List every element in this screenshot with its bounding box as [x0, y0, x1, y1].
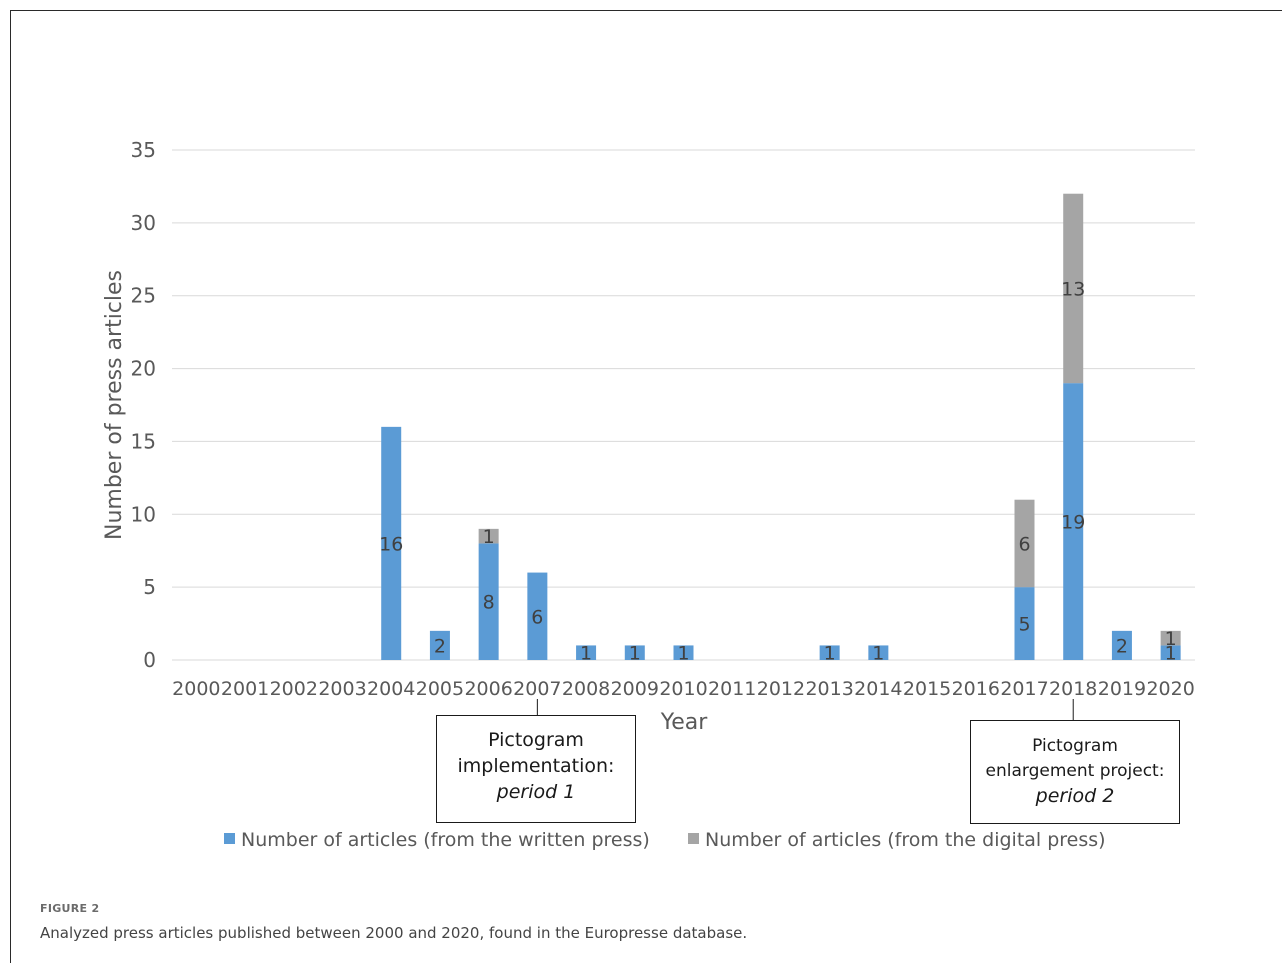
legend-swatch-written: [224, 833, 235, 844]
x-axis-title: Year: [660, 710, 709, 735]
bar-written-2013: [819, 645, 840, 660]
y-tick-label-20: 20: [131, 357, 156, 381]
y-tick-label-25: 25: [131, 284, 156, 308]
legend-item-digital: Number of articles (from the digital pre…: [688, 829, 1106, 851]
y-tick-label-0: 0: [143, 648, 156, 672]
bar-written-2020: [1160, 645, 1181, 660]
legend: Number of articles (from the written pre…: [0, 829, 1282, 859]
data-label-digital-2018: 13: [1061, 278, 1085, 300]
data-label-digital-2020: 1: [1165, 628, 1177, 650]
bar-written-2004: [381, 426, 402, 660]
x-tick-label-2006: 2006: [464, 678, 512, 700]
annotation-period-1-line3: period 1: [496, 781, 576, 803]
annotation-period-2: Pictogram enlargement project: period 2: [970, 720, 1180, 824]
annotation-connectors: [536, 699, 1074, 720]
annotation-period-1-line1: Pictogram: [488, 729, 584, 751]
x-tick-label-2014: 2014: [854, 678, 902, 700]
x-tick-label-2013: 2013: [805, 678, 853, 700]
bar-written-2005: [429, 630, 450, 660]
x-tick-label-2007: 2007: [513, 678, 561, 700]
data-label-digital-2006: 1: [483, 526, 495, 548]
x-tick-label-2008: 2008: [562, 678, 610, 700]
data-label-written-2019: 2: [1116, 635, 1128, 657]
annotation-period-2-line3: period 2: [1035, 785, 1115, 807]
y-tick-label-5: 5: [143, 575, 156, 599]
bar-written-2009: [624, 645, 645, 660]
x-tick-label-2018: 2018: [1049, 678, 1097, 700]
y-axis-ticks: 0 5 10 15 20 25 30 35: [131, 138, 156, 672]
bar-digital-2017: [1014, 499, 1035, 588]
x-tick-label-2001: 2001: [221, 678, 269, 700]
figure-caption: Analyzed press articles published betwee…: [40, 924, 748, 942]
bar-written-2006: [478, 543, 499, 660]
bar-digital-2006: [478, 528, 499, 544]
x-tick-label-2005: 2005: [416, 678, 464, 700]
figure-frame: [10, 10, 1282, 963]
x-tick-label-2004: 2004: [367, 678, 415, 700]
x-tick-label-2009: 2009: [611, 678, 659, 700]
x-tick-label-2000: 2000: [172, 678, 220, 700]
bar-digital-2018: [1063, 193, 1084, 384]
annotation-period-2-line1: Pictogram: [1032, 736, 1118, 756]
data-label-written-2013: 1: [824, 643, 836, 665]
data-label-written-2018: 19: [1061, 512, 1085, 534]
bar-written-2008: [576, 645, 597, 660]
bar-written-2014: [868, 645, 889, 660]
x-tick-label-2011: 2011: [708, 678, 756, 700]
data-label-written-2014: 1: [872, 643, 884, 665]
x-tick-label-2003: 2003: [318, 678, 366, 700]
x-tick-label-2015: 2015: [903, 678, 951, 700]
y-tick-label-15: 15: [131, 429, 156, 453]
annotation-period-1-line2: implementation:: [457, 755, 615, 777]
x-axis-ticks: 2000 2001 2002 2003 2004 2005 2006 2007 2008 2009…: [172, 678, 1195, 700]
legend-item-written: Number of articles (from the written pre…: [224, 829, 650, 851]
data-label-written-2010: 1: [677, 643, 689, 665]
annotation-period-2-line2: enlargement project:: [985, 761, 1165, 781]
data-label-written-2005: 2: [434, 635, 446, 657]
y-tick-label-10: 10: [131, 502, 156, 526]
data-label-written-2020: 1: [1165, 643, 1177, 665]
data-label-written-2004: 16: [379, 533, 403, 555]
bar-written-2007: [527, 572, 548, 660]
y-axis-title: Number of press articles: [102, 270, 127, 540]
y-tick-label-30: 30: [131, 211, 156, 235]
data-label-written-2006: 8: [483, 592, 495, 614]
x-tick-label-2012: 2012: [757, 678, 805, 700]
bar-written-2019: [1111, 630, 1132, 660]
y-tick-label-35: 35: [131, 138, 156, 162]
bar-written-2018: [1063, 383, 1084, 660]
x-tick-label-2016: 2016: [952, 678, 1000, 700]
gridlines: [172, 149, 1195, 661]
data-label-written-2007: 6: [531, 606, 543, 628]
bars: [381, 193, 1181, 660]
x-tick-label-2002: 2002: [270, 678, 318, 700]
figure-label: FIGURE 2: [40, 902, 100, 915]
x-tick-label-2010: 2010: [659, 678, 707, 700]
x-tick-label-2019: 2019: [1098, 678, 1146, 700]
bar-written-2010: [673, 645, 694, 660]
legend-swatch-digital: [688, 833, 699, 844]
x-tick-label-2020: 2020: [1146, 678, 1194, 700]
data-label-written-2009: 1: [629, 643, 641, 665]
data-label-written-2008: 1: [580, 643, 592, 665]
x-tick-label-2017: 2017: [1000, 678, 1048, 700]
data-label-written-2017: 5: [1018, 614, 1030, 636]
bar-written-2017: [1014, 587, 1035, 660]
data-label-digital-2017: 6: [1018, 533, 1030, 555]
annotation-period-1: Pictogram implementation: period 1: [436, 715, 636, 823]
legend-label-written: Number of articles (from the written pre…: [241, 829, 650, 851]
legend-label-digital: Number of articles (from the digital pre…: [705, 829, 1106, 851]
bar-digital-2020: [1160, 630, 1181, 646]
